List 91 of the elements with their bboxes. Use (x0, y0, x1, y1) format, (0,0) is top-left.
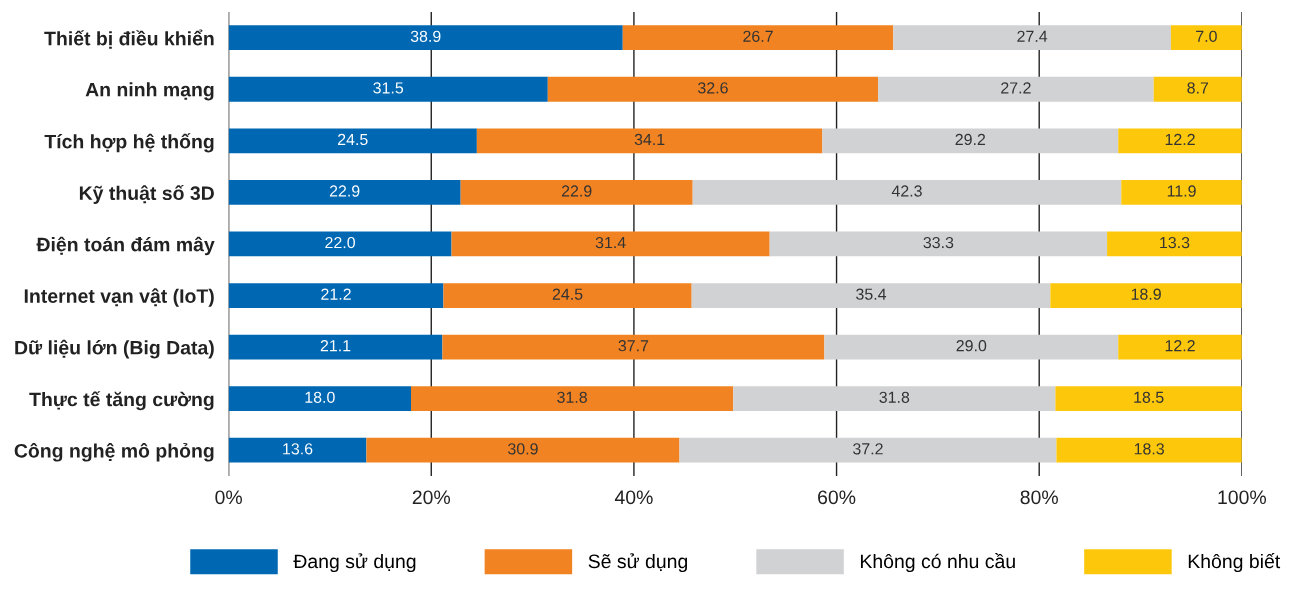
x-tick-label: 0% (215, 490, 242, 505)
bar (451, 231, 770, 257)
bar (1118, 334, 1242, 360)
y-tick-label: An ninh mạng (85, 82, 214, 101)
bar (228, 283, 444, 308)
data-label: 8.7 (1187, 82, 1209, 94)
data-label: 22.9 (329, 185, 360, 197)
legend-label: Đang sử dụng (293, 553, 416, 573)
x-tick-label: 20% (412, 490, 451, 505)
data-label: 32.6 (698, 82, 728, 94)
legend-label: Sẽ sử dụng (588, 553, 688, 573)
bar (228, 25, 623, 51)
bar (228, 386, 411, 412)
y-tick-label: Tích hợp hệ thống (44, 133, 214, 153)
bar (822, 128, 1119, 154)
bar (460, 180, 693, 205)
data-label: 30.9 (508, 443, 538, 455)
data-label: 13.3 (1160, 236, 1190, 249)
bar (1107, 231, 1242, 257)
y-tick-label: Điện toán đám mây (36, 236, 215, 256)
y-tick-label: Công nghệ mô phỏng (14, 442, 214, 462)
data-label: 27.2 (1001, 82, 1031, 94)
bar (1055, 386, 1242, 412)
y-tick-label: Dữ liệu lớn (Big Data) (15, 339, 214, 359)
bar (769, 231, 1108, 257)
data-label: 13.6 (283, 443, 313, 455)
bar (1050, 283, 1242, 308)
data-label: 18.0 (305, 391, 335, 403)
bar (691, 283, 1051, 308)
data-label: 31.5 (373, 82, 404, 94)
bar (1121, 180, 1242, 205)
bar (228, 180, 461, 205)
data-label: 24.5 (552, 288, 583, 300)
data-label: 31.8 (557, 391, 587, 403)
data-label: 29.0 (956, 340, 987, 352)
data-label: 37.7 (618, 340, 649, 352)
bar (443, 283, 692, 308)
data-label: 22.0 (325, 236, 355, 249)
bar (1153, 76, 1242, 102)
y-tick-label: Kỹ thuật số 3D (79, 184, 214, 204)
data-label: 27.4 (1017, 30, 1048, 42)
data-label: 33.3 (923, 236, 954, 249)
data-label: 26.7 (743, 30, 773, 42)
bar (622, 25, 894, 51)
bar (366, 437, 680, 463)
data-label: 7.0 (1196, 30, 1217, 42)
data-label: 12.2 (1165, 133, 1195, 145)
data-label: 31.8 (879, 391, 910, 403)
bar (679, 437, 1057, 463)
bar (228, 76, 548, 102)
bar (1056, 437, 1242, 463)
x-tick-label: 80% (1020, 490, 1058, 505)
data-label: 11.9 (1167, 185, 1196, 197)
y-tick-label: Internet vạn vật (IoT) (24, 288, 214, 307)
data-label: 12.2 (1165, 340, 1195, 352)
data-label: 21.1 (320, 340, 351, 352)
bar (733, 386, 1056, 412)
x-tick-label: 40% (614, 490, 653, 505)
data-label: 22.9 (561, 185, 592, 197)
data-label: 21.2 (321, 288, 351, 300)
data-label: 37.2 (853, 443, 883, 455)
bar (692, 180, 1122, 205)
data-label: 18.5 (1134, 391, 1164, 403)
bar (1118, 128, 1242, 154)
bar (824, 334, 1119, 360)
bar (547, 76, 879, 102)
y-tick-label: Thực tế tăng cường (29, 391, 214, 411)
data-label: 38.9 (410, 30, 441, 42)
x-tick-label: 100% (1218, 490, 1267, 505)
bar (442, 334, 825, 360)
data-label: 42.3 (891, 185, 922, 197)
bar (228, 437, 367, 463)
bar (893, 25, 1171, 51)
data-label: 29.2 (955, 133, 986, 146)
data-label: 31.4 (595, 236, 626, 249)
data-label: 24.5 (338, 133, 368, 146)
bar (411, 386, 734, 412)
bar (476, 128, 823, 154)
bar (228, 128, 477, 154)
y-tick-label: Thiết bị điều khiển (44, 29, 214, 49)
legend-label: Không có nhu cầu (860, 553, 1015, 573)
data-label: 18.9 (1131, 288, 1161, 300)
legend-label: Không biết (1188, 553, 1281, 573)
data-label: 35.4 (856, 288, 887, 300)
bar (878, 76, 1154, 102)
bar (228, 231, 452, 257)
bar (228, 334, 443, 360)
bar (1170, 25, 1242, 51)
x-tick-label: 60% (818, 490, 856, 505)
data-label: 34.1 (634, 133, 665, 146)
data-label: 18.3 (1134, 443, 1164, 455)
